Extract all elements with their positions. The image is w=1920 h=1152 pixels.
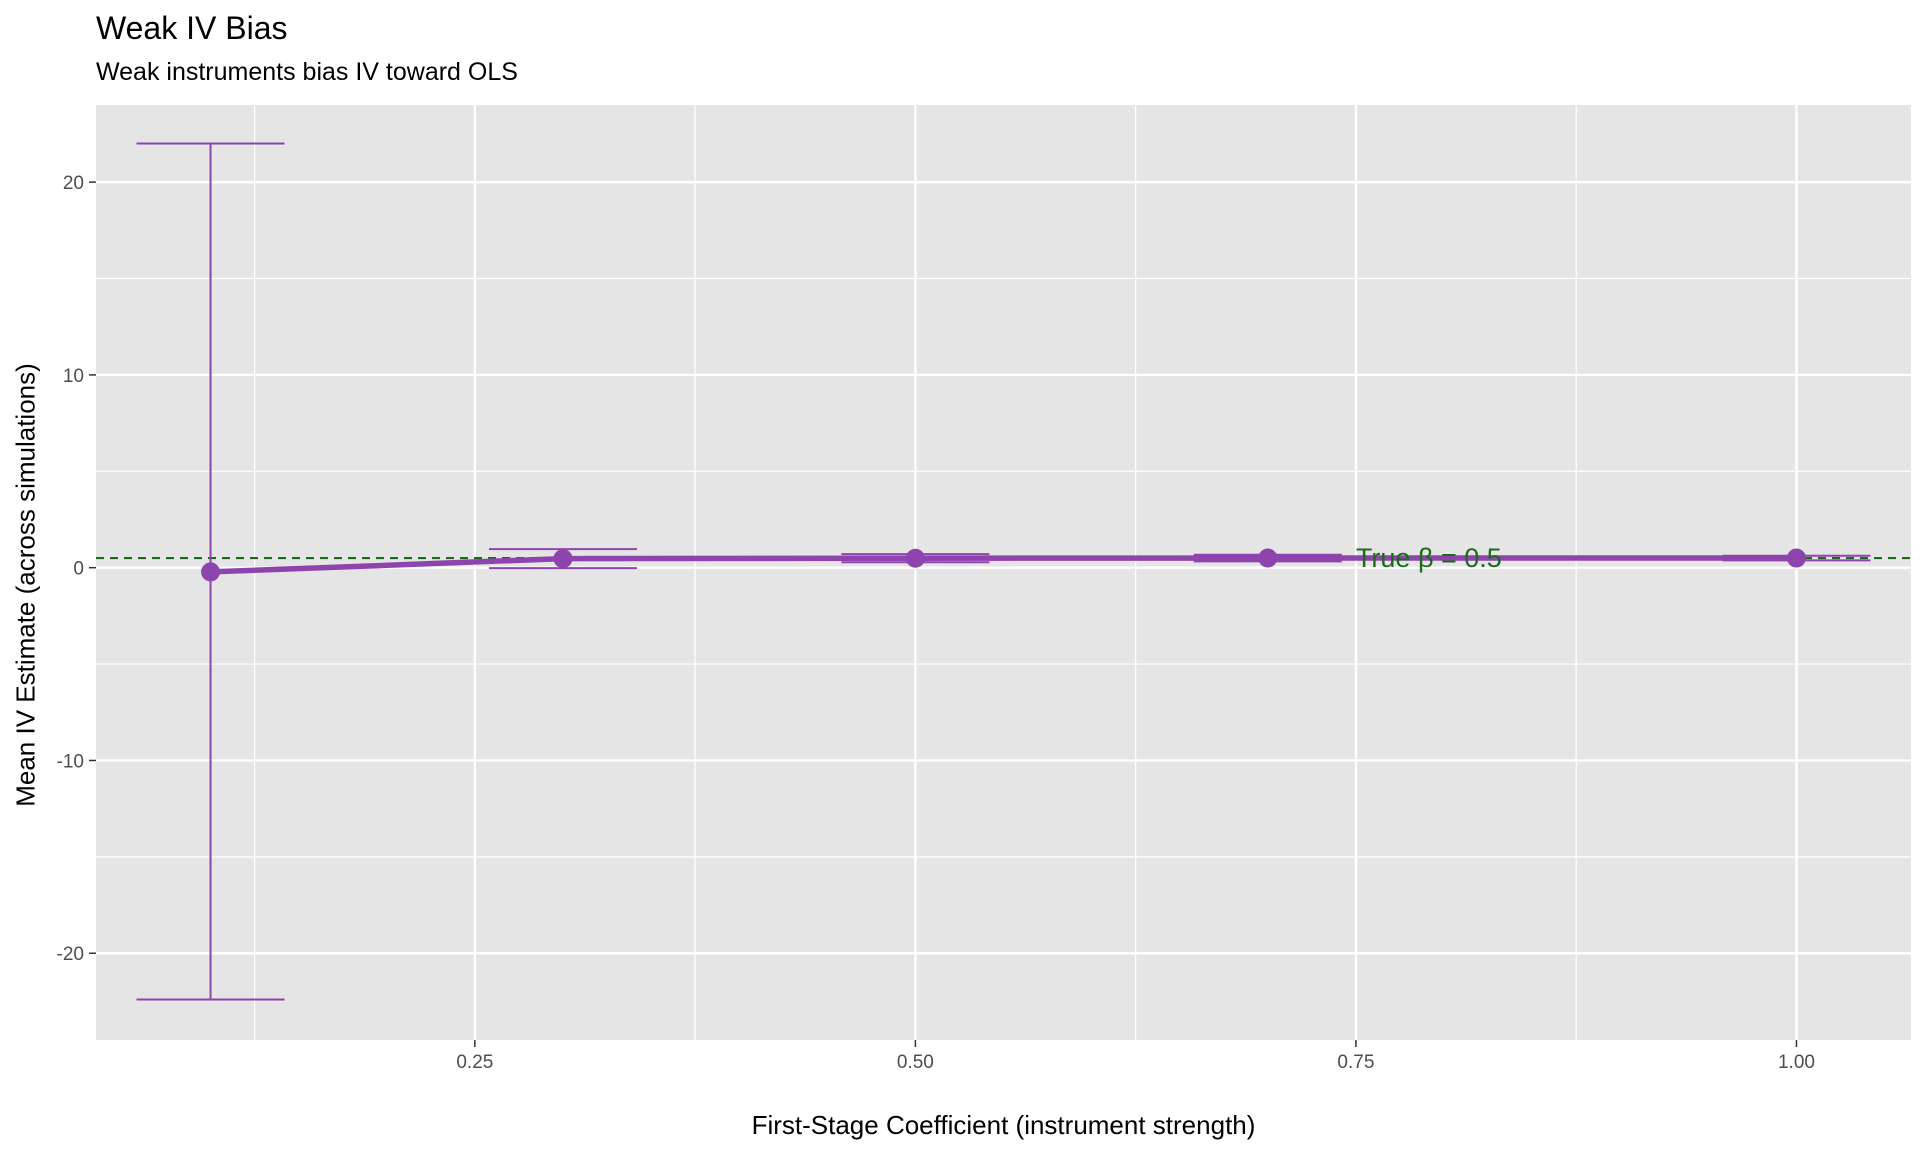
y-tick-label: 20	[63, 173, 84, 194]
plot-panel	[96, 105, 1911, 1040]
data-point	[1258, 548, 1278, 568]
data-point	[553, 549, 573, 569]
x-axis: 0.25 0.50 0.75 1.00	[456, 1040, 1815, 1073]
y-axis: -20 -10 0 10 20	[57, 173, 96, 965]
x-tick-label: 0.75	[1337, 1052, 1374, 1073]
y-tick-label: 10	[63, 366, 84, 387]
chart-subtitle: Weak instruments bias IV toward OLS	[96, 58, 518, 86]
y-tick-label: -20	[57, 944, 84, 965]
y-tick-label: 0	[73, 559, 84, 580]
x-tick-label: 0.25	[456, 1052, 493, 1073]
grid-major	[96, 105, 1911, 1040]
x-axis-label: First-Stage Coefficient (instrument stre…	[751, 1110, 1256, 1140]
x-tick-label: 0.50	[897, 1052, 934, 1073]
grid-minor	[96, 105, 1911, 1040]
x-tick-label: 1.00	[1778, 1052, 1815, 1073]
y-axis-label: Mean IV Estimate (across simulations)	[10, 363, 41, 807]
data-point	[201, 562, 221, 582]
true-beta-annotation: True β = 0.5	[1356, 543, 1502, 573]
data-point	[905, 548, 925, 568]
chart-title: Weak IV Bias	[96, 10, 288, 46]
data-points	[201, 548, 1806, 582]
data-point	[1786, 548, 1806, 568]
y-tick-label: -10	[57, 751, 84, 772]
